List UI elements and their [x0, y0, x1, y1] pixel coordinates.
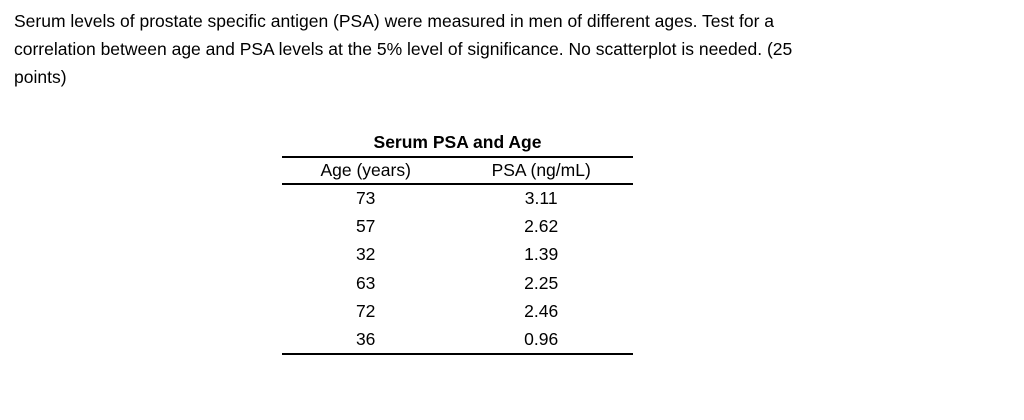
psa-table: Serum PSA and Age Age (years) PSA (ng/mL…	[282, 131, 633, 356]
column-header-psa: PSA (ng/mL)	[449, 158, 633, 185]
table-cell: 1.39	[524, 244, 559, 265]
table-cell: 32	[355, 244, 376, 265]
table-cell: 3.11	[524, 188, 558, 209]
table-row: 32 1.39	[282, 241, 633, 269]
problem-statement: Serum levels of prostate specific antige…	[14, 7, 792, 91]
table-row: 57 2.62	[282, 212, 633, 240]
table-cell: 57	[355, 216, 376, 237]
table-cell: 73	[355, 188, 376, 209]
column-header-age: Age (years)	[282, 158, 450, 185]
table-cell: 2.62	[524, 216, 559, 237]
table-row: 36 0.96	[282, 325, 633, 356]
table-title: Serum PSA and Age	[282, 131, 633, 158]
data-table: Age (years) PSA (ng/mL) 73 3.11 57 2.62 32 1.…	[282, 158, 633, 356]
table-cell: 36	[282, 325, 450, 356]
table-row: 63 2.25	[282, 269, 633, 297]
table-header-row: Age (years) PSA (ng/mL)	[282, 158, 633, 185]
table-row: 73 3.11	[282, 184, 633, 212]
table-cell: 63	[355, 272, 376, 293]
table-cell: 2.46	[524, 301, 559, 322]
table-cell: 0.96	[449, 325, 633, 356]
problem-text-line: points)	[14, 67, 67, 87]
table-cell: 72	[355, 301, 376, 322]
problem-text-line: correlation between age and PSA levels a…	[14, 39, 793, 59]
table-body: 73 3.11 57 2.62 32 1.39 63 2.25 72 2.46 36 0.96	[282, 184, 633, 356]
problem-text-line: Serum levels of prostate specific antige…	[14, 11, 775, 31]
table-row: 72 2.46	[282, 298, 633, 326]
table-cell: 2.25	[524, 272, 559, 293]
